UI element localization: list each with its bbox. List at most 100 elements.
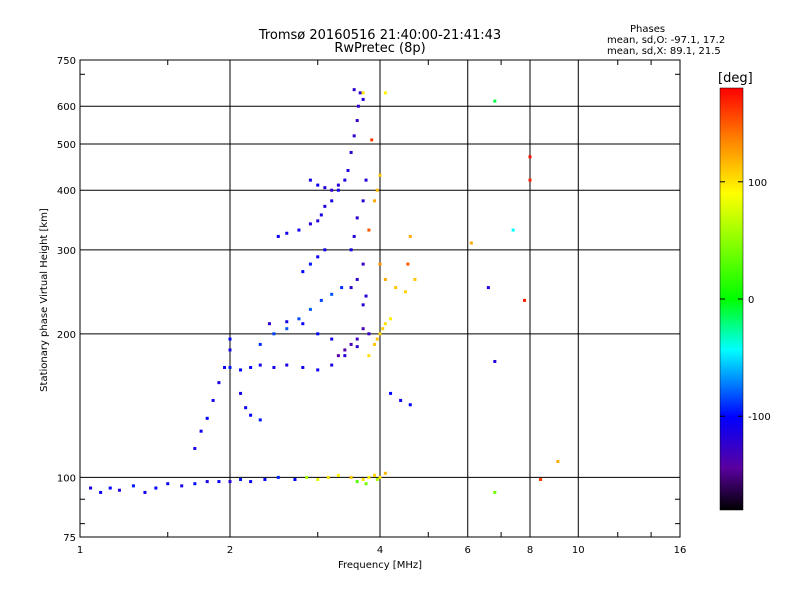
data-point: [199, 429, 203, 433]
data-point: [389, 317, 393, 321]
data-point: [305, 475, 309, 479]
data-point: [361, 327, 365, 331]
data-point: [406, 262, 410, 266]
y-tick-labels: 75 100 200 300 400 500 600 750: [57, 56, 76, 544]
data-point: [319, 213, 323, 217]
data-point: [364, 294, 368, 298]
data-point: [352, 88, 356, 92]
data-point: [336, 188, 340, 192]
data-point: [361, 97, 365, 101]
data-point: [349, 342, 353, 346]
data-point: [228, 337, 232, 341]
data-point: [361, 262, 365, 266]
data-point: [301, 365, 305, 369]
data-point: [330, 363, 334, 367]
data-point: [355, 216, 359, 220]
data-point: [285, 231, 289, 235]
data-point: [285, 327, 289, 331]
data-point: [228, 480, 232, 484]
y-axis-label: Stationary phase Virtual Height [km]: [39, 208, 50, 392]
data-point: [355, 345, 359, 349]
data-point: [361, 477, 365, 481]
data-point: [258, 363, 262, 367]
data-point: [408, 234, 412, 238]
data-point: [166, 482, 170, 486]
data-point: [267, 322, 271, 326]
data-point: [276, 234, 280, 238]
data-point: [258, 342, 262, 346]
data-point: [343, 354, 347, 358]
data-point: [239, 477, 243, 481]
data-point: [316, 255, 320, 259]
data-point: [272, 332, 276, 336]
data-point: [285, 363, 289, 367]
plot-frame: [79, 59, 681, 538]
grid-lines: [80, 60, 680, 537]
x-tick-label: 10: [572, 545, 585, 556]
data-point: [511, 228, 515, 232]
data-point: [205, 480, 209, 484]
data-points: [89, 88, 560, 494]
data-point: [330, 292, 334, 296]
data-point: [383, 91, 387, 95]
y-tick-label: 600: [57, 102, 76, 113]
data-point: [355, 337, 359, 341]
data-point: [330, 188, 334, 192]
data-point: [375, 477, 379, 481]
data-point: [330, 199, 334, 203]
data-point: [375, 188, 379, 192]
data-point: [343, 178, 347, 182]
y-tick-label: 400: [57, 186, 76, 197]
data-point: [389, 391, 393, 395]
data-point: [319, 298, 323, 302]
data-point: [131, 484, 135, 488]
data-point: [383, 277, 387, 281]
data-point: [352, 134, 356, 138]
data-point: [193, 446, 197, 450]
data-point: [364, 482, 368, 486]
y-tick-label: 300: [57, 246, 76, 257]
data-point: [108, 486, 112, 490]
data-point: [316, 368, 320, 372]
data-point: [383, 322, 387, 326]
data-point: [326, 475, 330, 479]
data-point: [528, 155, 532, 159]
x-tick-label: 8: [527, 545, 533, 556]
data-point: [370, 138, 374, 142]
data-point: [373, 473, 377, 477]
data-point: [323, 186, 327, 190]
data-point: [228, 365, 232, 369]
data-point: [358, 91, 362, 95]
data-point: [301, 322, 305, 326]
data-point: [272, 365, 276, 369]
data-point: [403, 290, 407, 294]
data-point: [528, 178, 532, 182]
data-point: [301, 270, 305, 274]
data-point: [381, 327, 385, 331]
data-point: [399, 398, 403, 402]
data-point: [89, 486, 93, 490]
data-point: [308, 307, 312, 311]
data-point: [352, 234, 356, 238]
data-point: [364, 178, 368, 182]
data-point: [383, 471, 387, 475]
data-point: [117, 488, 121, 492]
data-point: [375, 337, 379, 341]
data-point: [355, 480, 359, 484]
data-point: [180, 484, 184, 488]
data-point: [378, 262, 382, 266]
data-point: [143, 490, 147, 494]
data-point: [336, 354, 340, 358]
data-point: [346, 168, 350, 172]
x-tick-label: 6: [465, 545, 471, 556]
data-point: [323, 248, 327, 252]
data-point: [211, 398, 215, 402]
data-point: [205, 416, 209, 420]
data-point: [249, 480, 253, 484]
y-tick-label: 200: [57, 330, 76, 341]
y-tick-label: 500: [57, 140, 76, 151]
x-axis-label: Frequency [MHz]: [338, 560, 422, 571]
data-point: [223, 365, 227, 369]
data-point: [361, 199, 365, 203]
chart-title: Tromsø 20160516 21:40:00-21:41:43: [258, 28, 501, 43]
